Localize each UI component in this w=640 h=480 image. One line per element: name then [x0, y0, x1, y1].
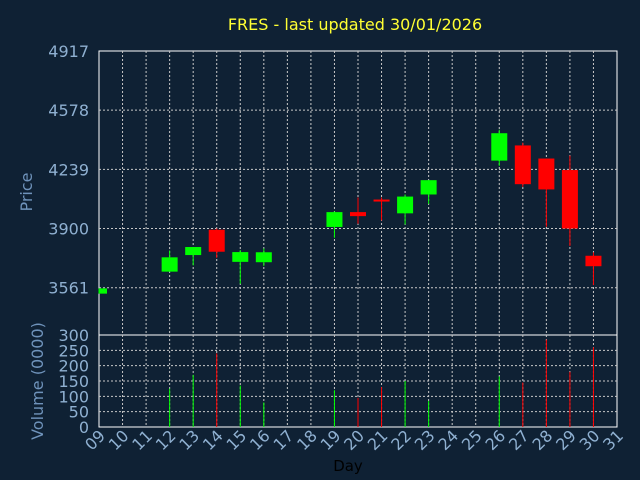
- candle-body: [99, 288, 107, 294]
- chart-title: FRES - last updated 30/01/2026: [228, 15, 482, 34]
- candle-body: [397, 196, 414, 214]
- candle-body: [232, 252, 249, 262]
- price-axis-label: Price: [17, 172, 36, 211]
- price-tick-label: 4578: [48, 101, 89, 120]
- volume-tick-label: 50: [69, 403, 89, 422]
- volume-tick-label: 150: [58, 372, 89, 391]
- price-tick-label: 4917: [48, 42, 89, 61]
- candle-body: [585, 255, 602, 267]
- candle-body: [538, 158, 555, 190]
- volume-tick-label: 100: [58, 387, 89, 406]
- candle-body: [373, 199, 390, 202]
- candle-body: [350, 212, 366, 217]
- candle-body: [326, 212, 343, 227]
- price-tick-label: 3900: [48, 220, 89, 239]
- price-tick-label: 4239: [48, 160, 89, 179]
- candle-body: [208, 229, 225, 252]
- price-tick-label: 3561: [48, 279, 89, 298]
- volume-tick-label: 0: [79, 418, 89, 437]
- candle-body: [255, 252, 272, 263]
- candle-body: [161, 257, 178, 272]
- volume-axis-label: Volume (0000): [28, 322, 47, 440]
- candle-body: [185, 247, 202, 256]
- day-axis-label: Day: [333, 457, 363, 475]
- candle-body: [561, 170, 578, 229]
- candle-body: [420, 180, 437, 195]
- volume-tick-label: 250: [58, 341, 89, 360]
- volume-tick-label: 200: [58, 357, 89, 376]
- volume-tick-label: 300: [58, 326, 89, 345]
- candle-body: [514, 145, 531, 185]
- day-tick-label: 31: [599, 426, 627, 454]
- candle-body: [491, 133, 508, 161]
